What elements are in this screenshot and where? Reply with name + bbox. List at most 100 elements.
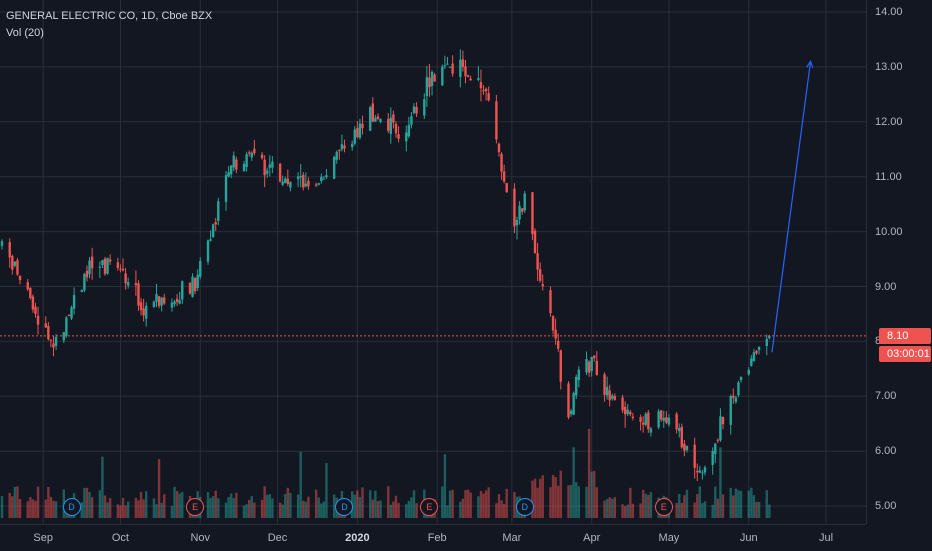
volume-bar [29,496,32,518]
volume-bar [531,480,534,518]
candle-body [369,107,372,131]
volume-bar [317,497,320,518]
volume-indicator-label[interactable]: Vol (20) [6,27,44,39]
candle-body [85,270,89,278]
volume-bar [441,486,444,518]
candle-body [430,71,434,87]
volume-bar [155,504,158,518]
candle-body [451,63,454,74]
volume-bar [477,496,480,518]
candle-body [47,325,50,340]
candle-body [263,159,266,176]
arrow-head[interactable] [806,60,814,69]
candle-body [477,78,480,80]
volume-bar [376,501,380,518]
volume-bar [626,504,629,518]
volume-bar [145,491,148,518]
candle-body [623,406,627,415]
candle-body [387,118,390,131]
volume-bar [639,503,642,518]
volume-bar [101,456,104,518]
candle-body [757,346,761,351]
candle-body [461,59,465,67]
candle-body [423,99,426,116]
candle-body [768,336,771,339]
candle-body [716,439,720,441]
volume-bar [178,493,181,518]
volume-bar [747,490,750,518]
candle-body [523,193,526,211]
volume-bar [307,496,310,518]
volume-bar [16,486,19,518]
volume-bar [464,489,467,518]
candle-body [575,376,578,396]
candle-body [469,78,472,81]
volume-bar [750,487,753,518]
time-tick-label: Feb [427,532,447,544]
volume-bar [757,501,761,518]
candle-body [175,298,179,302]
earnings-marker[interactable]: E [186,498,205,516]
candle-body [412,106,416,113]
volume-bar [284,493,287,518]
candle-body [163,297,166,304]
volume-bar [379,500,382,518]
candle-body [29,288,32,298]
candle-body [11,255,14,270]
candle-body [317,183,320,185]
candle-body [626,409,629,415]
time-tick-label: Jun [739,532,758,544]
volume-bar [209,498,212,518]
dividend-marker[interactable]: D [62,498,81,516]
candle-body [603,374,606,395]
candle-body [335,151,338,160]
volume-bar [235,492,238,518]
volume-bar [286,487,290,518]
candle-body [464,66,467,77]
candle-body [106,257,109,274]
volume-bar [765,490,768,518]
candle-body [394,123,398,134]
volume-bar [163,494,166,518]
candle-body [34,306,37,314]
volume-bar [242,505,246,518]
volume-bar [551,474,555,518]
candle-body [126,282,130,286]
volume-bar [260,499,264,518]
volume-bar [541,475,544,518]
candle-body [538,269,542,281]
volume-bar [649,491,653,518]
volume-bar [502,503,506,518]
volume-bar [495,503,498,518]
earnings-marker[interactable]: E [420,498,439,516]
candle-body [13,261,17,266]
dividend-marker[interactable]: D [335,498,354,516]
symbol-title[interactable]: GENERAL ELECTRIC CO, 1D, Cboe BZX [6,10,213,22]
volume-bar [139,491,143,518]
earnings-marker[interactable]: E [654,498,673,516]
price-chart[interactable] [0,0,866,524]
candle-body [520,208,524,212]
candle-body [433,74,436,82]
candle-body [621,397,624,411]
volume-bar [714,486,717,518]
volume-bar [83,487,86,518]
candle-body [302,174,305,188]
volume-bar [356,490,359,518]
candle-body [572,392,575,415]
volume-bar [559,470,562,518]
volume-bar [353,494,356,518]
current-price-label: 8.10 [879,327,931,344]
projection-arrow[interactable] [771,60,814,353]
price-axis[interactable]: 14.0013.0012.0011.0010.009.008.007.006.0… [866,0,932,524]
candle-body [405,132,408,142]
candle-body [325,175,328,178]
volume-bar [266,494,269,518]
time-axis[interactable]: Sep Oct Nov Dec 2020 Feb Mar Apr May Jun Jul [0,524,866,551]
candle-body [657,411,660,428]
candle-body [80,289,84,292]
volume-bar [415,503,418,518]
arrow-shaft[interactable] [771,61,812,353]
dividend-marker[interactable]: D [515,498,534,516]
volume-bar [752,495,756,518]
